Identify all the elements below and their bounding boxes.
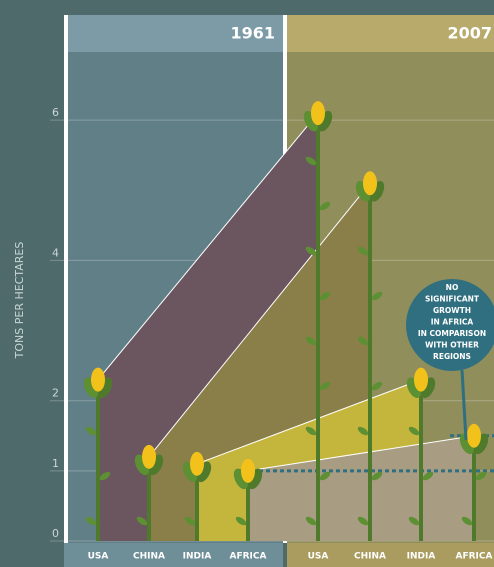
leaf (357, 516, 369, 526)
leaf (357, 426, 369, 436)
y-tick-label: 6 (52, 106, 59, 119)
annotation-text: IN COMPARISON (418, 329, 486, 338)
leaf (184, 516, 196, 526)
leaf (99, 471, 111, 481)
leaf (136, 516, 148, 526)
annotation-text: GROWTH (433, 306, 471, 315)
leaf (357, 246, 369, 256)
leaf (408, 426, 420, 436)
y-tick-label: 0 (52, 527, 59, 540)
corn-cob (190, 451, 204, 476)
leaf (85, 426, 97, 436)
leaf (319, 201, 331, 211)
leaf (475, 471, 487, 481)
y-axis-label: TONS PER HECTARES (13, 242, 26, 360)
leaf (305, 246, 317, 256)
x-tick-label: INDIA (183, 552, 212, 562)
corn-cob (414, 367, 428, 392)
leaf (305, 426, 317, 436)
leaf (85, 516, 97, 526)
leaf (371, 291, 383, 301)
leaf (305, 336, 317, 346)
leaf (319, 381, 331, 391)
year-label: 1961 (230, 24, 275, 43)
annotation-bubble (406, 279, 494, 371)
x-tick-label: CHINA (354, 552, 386, 562)
corn-cob (311, 101, 325, 126)
band-edge (97, 112, 319, 380)
corn-cob (142, 444, 156, 469)
annotation-text: SIGNIFICANT (425, 295, 480, 304)
x-tick-label: CHINA (133, 552, 165, 562)
corn-cob (241, 458, 255, 483)
leaf (371, 471, 383, 481)
leaf (357, 336, 369, 346)
leaf (305, 156, 317, 166)
band-edge (148, 182, 371, 458)
leaf (408, 516, 420, 526)
x-tick-label: USA (308, 552, 329, 562)
annotation-pointer (460, 369, 468, 441)
header-right (287, 15, 494, 52)
leaf (319, 291, 331, 301)
leaf (319, 471, 331, 481)
corn-cob (467, 423, 481, 448)
x-tick-label: USA (88, 552, 109, 562)
footer-left (64, 543, 283, 567)
annotation-text: REGIONS (433, 352, 471, 361)
band-edge (247, 435, 475, 472)
leaf (235, 516, 247, 526)
x-tick-label: AFRICA (456, 552, 493, 562)
header-left (68, 15, 283, 52)
leaf (422, 471, 434, 481)
x-tick-label: INDIA (407, 552, 436, 562)
y-tick-label: 2 (52, 387, 59, 400)
corn-cob (91, 367, 105, 392)
y-tick-label: 4 (52, 246, 59, 259)
leaf (371, 381, 383, 391)
band-edge (196, 379, 422, 465)
year-label: 2007 (447, 24, 492, 43)
annotation-text: IN AFRICA (431, 318, 474, 327)
footer-right (287, 543, 494, 567)
leaf (305, 516, 317, 526)
annotation-text: WITH OTHER (425, 341, 479, 350)
annotation-text: NO (446, 283, 459, 292)
leaf (461, 516, 473, 526)
y-tick-label: 1 (52, 457, 59, 470)
axis-left (64, 15, 68, 543)
x-tick-label: AFRICA (230, 552, 267, 562)
corn-cob (363, 171, 377, 196)
